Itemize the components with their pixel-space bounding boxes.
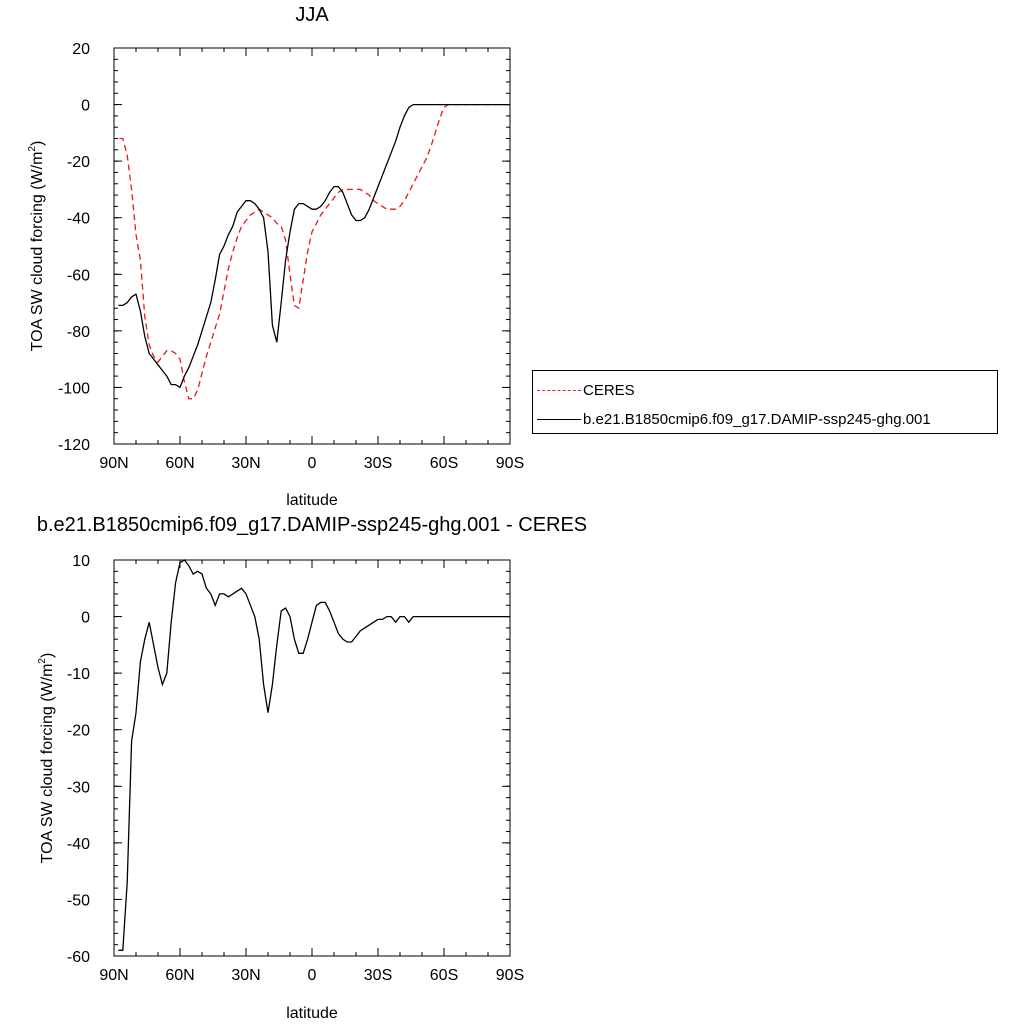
- bottom-title: b.e21.B1850cmip6.f09_g17.DAMIP-ssp245-gh…: [37, 514, 587, 536]
- bottom-y-tick-label: 10: [72, 553, 90, 570]
- top-title: JJA: [295, 4, 329, 26]
- bottom-axis-ticks: 90N 60N 30N 0 30S 60S 90S 10 0 -10 -20 -30 -40 -50 -60: [67, 553, 524, 984]
- bottom-y-tick-label: -30: [67, 779, 90, 796]
- top-x-tick-label: 60S: [430, 455, 458, 472]
- bottom-plot-frame: [113, 559, 511, 957]
- top-series-group: [118, 103, 510, 400]
- top-y-tick-label: 20: [72, 41, 90, 58]
- legend-entry-ceres: CERES: [533, 380, 635, 400]
- bottom-y-tick-label: -10: [67, 666, 90, 683]
- top-y-tick-label: -120: [58, 437, 90, 454]
- top-x-tick-label: 30N: [231, 455, 260, 472]
- top-series-line-model: [118, 103, 510, 389]
- top-x-tick-label: 90S: [496, 455, 524, 472]
- bottom-x-tick-label: 90S: [496, 967, 524, 984]
- bottom-y-axis-label: TOA SW cloud forcing (W/m2): [37, 653, 56, 864]
- top-panel: JJA 90N 60N 30N 0 30S 60S 90S 20 0 -20 -40 -60 -80 -1…: [27, 4, 524, 509]
- bottom-x-tick-label: 0: [308, 967, 317, 984]
- top-x-axis-label: latitude: [286, 492, 338, 509]
- bottom-x-tick-label: 30S: [364, 967, 392, 984]
- top-series-line-ceres: [119, 103, 510, 400]
- bottom-x-tick-label: 90N: [99, 967, 128, 984]
- legend-label-ceres: CERES: [583, 381, 635, 399]
- top-x-tick-label: 90N: [99, 455, 128, 472]
- bottom-x-tick-label: 30N: [231, 967, 260, 984]
- legend-swatch-ceres: [537, 389, 581, 391]
- bottom-y-tick-label: -50: [67, 892, 90, 909]
- legend-label-model: b.e21.B1850cmip6.f09_g17.DAMIP-ssp245-gh…: [583, 410, 931, 428]
- bottom-series-group: [118, 559, 510, 951]
- top-y-tick-label: -60: [67, 267, 90, 284]
- legend-swatch-model: [537, 418, 581, 420]
- top-y-axis-label: TOA SW cloud forcing (W/m2): [27, 141, 46, 352]
- legend-entry-model: b.e21.B1850cmip6.f09_g17.DAMIP-ssp245-gh…: [533, 409, 931, 429]
- top-x-tick-label: 30S: [364, 455, 392, 472]
- top-x-tick-label: 0: [308, 455, 317, 472]
- bottom-x-axis-label: latitude: [286, 1005, 338, 1022]
- bottom-y-tick-label: -20: [67, 723, 90, 740]
- bottom-y-tick-label: -40: [67, 836, 90, 853]
- top-y-tick-label: -20: [67, 154, 90, 171]
- top-x-tick-label: 60N: [165, 455, 194, 472]
- bottom-y-tick-label: -60: [67, 949, 90, 966]
- bottom-panel: b.e21.B1850cmip6.f09_g17.DAMIP-ssp245-gh…: [37, 514, 587, 1022]
- bottom-series-line-difference: [118, 559, 510, 951]
- top-y-tick-label: -100: [58, 380, 90, 397]
- top-y-tick-label: -40: [67, 211, 90, 228]
- top-y-tick-label: -80: [67, 324, 90, 341]
- bottom-y-tick-label: 0: [81, 610, 90, 627]
- bottom-x-tick-label: 60S: [430, 967, 458, 984]
- top-axis-ticks: 90N 60N 30N 0 30S 60S 90S 20 0 -20 -40 -60 -80 -100 -1…: [58, 41, 524, 472]
- top-y-tick-label: 0: [81, 98, 90, 115]
- legend: CERES b.e21.B1850cmip6.f09_g17.DAMIP-ssp…: [532, 370, 998, 434]
- bottom-x-tick-label: 60N: [165, 967, 194, 984]
